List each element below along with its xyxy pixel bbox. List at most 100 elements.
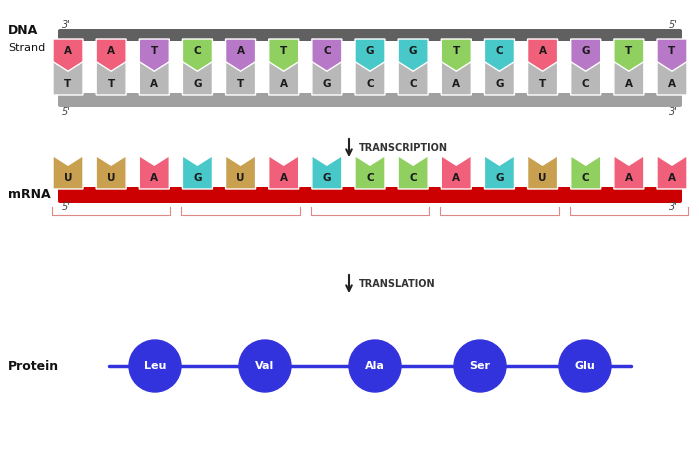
Text: G: G [409, 46, 417, 56]
Text: G: G [323, 172, 331, 183]
Circle shape [454, 340, 506, 392]
Text: Val: Val [255, 361, 275, 371]
Text: A: A [64, 46, 72, 56]
Polygon shape [182, 156, 212, 189]
Text: T: T [453, 46, 460, 56]
Polygon shape [53, 156, 83, 189]
Polygon shape [528, 156, 558, 189]
Text: Glu: Glu [575, 361, 596, 371]
FancyBboxPatch shape [58, 187, 682, 203]
Text: T: T [668, 46, 676, 56]
Polygon shape [182, 39, 212, 72]
Polygon shape [268, 156, 298, 189]
Polygon shape [484, 39, 514, 72]
Text: T: T [151, 46, 158, 56]
Text: C: C [410, 79, 417, 89]
Polygon shape [96, 39, 126, 72]
Text: G: G [495, 172, 504, 183]
Polygon shape [528, 39, 558, 72]
Polygon shape [441, 156, 471, 189]
Polygon shape [614, 156, 644, 189]
Polygon shape [657, 156, 687, 189]
Text: C: C [194, 46, 201, 56]
Text: C: C [496, 46, 503, 56]
Text: A: A [668, 172, 676, 183]
Text: A: A [107, 46, 115, 56]
Polygon shape [182, 62, 212, 95]
Text: A: A [452, 172, 460, 183]
Polygon shape [528, 62, 558, 95]
Polygon shape [226, 156, 256, 189]
Circle shape [239, 340, 291, 392]
Text: C: C [582, 79, 589, 89]
Polygon shape [398, 39, 428, 72]
Polygon shape [312, 156, 342, 189]
Text: Leu: Leu [144, 361, 166, 371]
Polygon shape [226, 39, 256, 72]
Text: Ser: Ser [470, 361, 491, 371]
Text: G: G [193, 172, 202, 183]
Text: G: G [193, 79, 202, 89]
Text: T: T [539, 79, 546, 89]
Text: A: A [538, 46, 547, 56]
Polygon shape [312, 39, 342, 72]
Circle shape [559, 340, 611, 392]
Text: TRANSLATION: TRANSLATION [359, 279, 435, 289]
Text: T: T [64, 79, 71, 89]
Text: T: T [237, 79, 244, 89]
Text: Strand: Strand [8, 43, 45, 53]
Text: G: G [323, 79, 331, 89]
Polygon shape [570, 39, 600, 72]
Text: mRNA: mRNA [8, 189, 50, 201]
Polygon shape [96, 62, 126, 95]
Text: A: A [668, 79, 676, 89]
Text: TRANSCRIPTION: TRANSCRIPTION [359, 143, 448, 153]
Text: U: U [107, 172, 115, 183]
Text: U: U [64, 172, 72, 183]
Polygon shape [441, 62, 471, 95]
Polygon shape [398, 156, 428, 189]
Text: U: U [236, 172, 245, 183]
Text: A: A [280, 79, 288, 89]
Polygon shape [53, 39, 83, 72]
FancyBboxPatch shape [58, 29, 682, 41]
Text: A: A [150, 79, 158, 89]
Polygon shape [355, 156, 385, 189]
Polygon shape [139, 62, 169, 95]
FancyBboxPatch shape [58, 93, 682, 107]
Text: C: C [366, 172, 374, 183]
Text: A: A [625, 79, 633, 89]
Text: A: A [625, 172, 633, 183]
Text: T: T [625, 46, 633, 56]
Text: C: C [323, 46, 331, 56]
Polygon shape [614, 39, 644, 72]
Polygon shape [96, 156, 126, 189]
Polygon shape [657, 39, 687, 72]
Polygon shape [657, 62, 687, 95]
Text: Ala: Ala [365, 361, 385, 371]
Text: G: G [582, 46, 590, 56]
Polygon shape [139, 39, 169, 72]
Text: G: G [495, 79, 504, 89]
Text: G: G [366, 46, 374, 56]
Polygon shape [355, 62, 385, 95]
Text: C: C [410, 172, 417, 183]
Text: 5': 5' [669, 20, 678, 30]
Text: 3': 3' [62, 20, 71, 30]
Polygon shape [226, 62, 256, 95]
Circle shape [349, 340, 401, 392]
Polygon shape [53, 62, 83, 95]
Polygon shape [355, 39, 385, 72]
Polygon shape [570, 62, 600, 95]
Circle shape [129, 340, 181, 392]
Text: A: A [150, 172, 158, 183]
Text: C: C [582, 172, 589, 183]
Text: C: C [366, 79, 374, 89]
Text: 3': 3' [669, 202, 678, 212]
Text: 5': 5' [62, 202, 71, 212]
Polygon shape [268, 39, 298, 72]
Text: A: A [280, 172, 288, 183]
Polygon shape [312, 62, 342, 95]
Polygon shape [268, 62, 298, 95]
Polygon shape [441, 39, 471, 72]
